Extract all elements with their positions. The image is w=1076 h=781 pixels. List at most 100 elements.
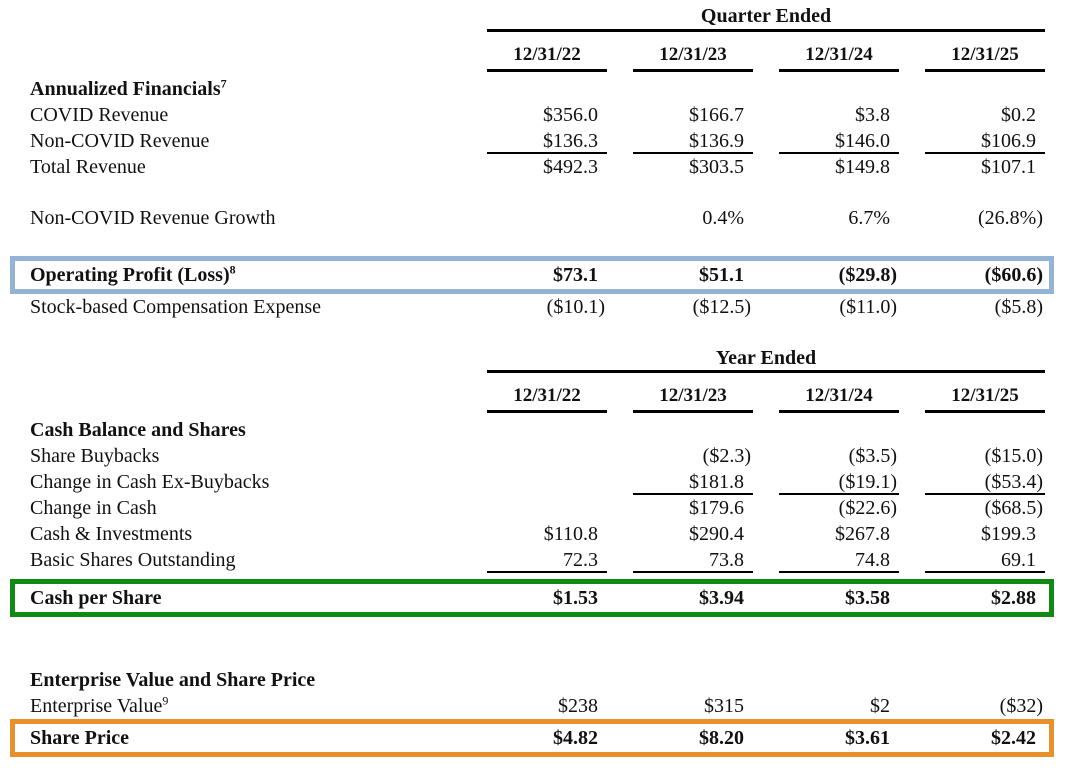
cell-value [779,76,899,102]
cell-value [925,667,1045,693]
cell-value: $2 [870,695,890,717]
cell-value: $3.94 [699,587,744,609]
row-label: Change in Cash Ex-Buybacks [30,471,270,493]
cell-value: 0.4% [702,207,744,229]
cell-value: ($3.5) [848,445,897,467]
table-row: Annualized Financials7 [30,76,1045,102]
column-header-spacer [30,40,461,72]
table-row: Enterprise Value and Share Price [30,667,1045,693]
table-row: Change in Cash Ex-Buybacks $181.8 ($19.1) (… [30,469,1045,495]
cell-value: $146.0 [779,128,899,154]
cell-value: $267.8 [835,523,890,545]
quarter-ended-table: Quarter Ended 12/31/22 12/31/23 12/31/24 12… [0,3,1076,320]
column-header-row: 12/31/22 12/31/23 12/31/24 12/31/25 [30,40,1045,72]
cell-value [779,667,899,693]
column-header: 12/31/24 [779,381,899,413]
row-label: Cash per Share [30,587,162,609]
table-row: Total Revenue $492.3 $303.5 $149.8 $107.1 [30,154,1045,180]
cell-value: (26.8%) [978,207,1043,229]
cell-value: ($11.0) [839,296,897,318]
cell-value: $3.61 [845,727,890,749]
cell-value: $51.1 [699,264,744,286]
cell-value: $290.4 [689,523,744,545]
cell-value [925,417,1045,443]
cell-value: 73.8 [633,547,753,573]
column-header: 12/31/22 [487,381,607,413]
spacer-row [0,231,1076,256]
cell-value: $106.9 [925,128,1045,154]
column-header: 12/31/25 [925,381,1045,413]
table-row: Cash Balance and Shares [30,417,1045,443]
row-label: Non-COVID Revenue Growth [30,207,276,229]
cell-value: $492.3 [543,156,598,178]
table-row: Enterprise Value9 $238 $315 $2 ($32) [30,693,1045,719]
cell-value [633,76,753,102]
row-label: Total Revenue [30,156,146,178]
cell-value [487,76,607,102]
row-label: Cash & Investments [30,523,193,545]
cell-value [487,443,607,469]
cell-value: ($10.1) [546,296,605,318]
table-row: Share Buybacks ($2.3) ($3.5) ($15.0) [30,443,1045,469]
cell-value: ($5.8) [994,296,1043,318]
cell-value [487,495,607,521]
cell-value [633,417,753,443]
row-label: Annualized Financials7 [30,76,227,100]
table-row: COVID Revenue $356.0 $166.7 $3.8 $0.2 [30,102,1045,128]
cell-value: $136.9 [633,128,753,154]
cell-value: $238 [558,695,598,717]
cell-value: $303.5 [689,156,744,178]
row-label: Change in Cash [30,497,157,519]
column-header-row: 12/31/22 12/31/23 12/31/24 12/31/25 [30,381,1045,413]
cell-value: $4.82 [553,727,598,749]
cell-value: ($68.5) [984,497,1043,519]
row-label: COVID Revenue [30,104,169,126]
table-rows: Enterprise Value and Share Price Enterpri… [0,667,1076,757]
cell-value: $2.88 [991,587,1036,609]
highlight-box-blue: Operating Profit (Loss)8 $73.1 $51.1 ($29.8… [10,256,1054,294]
cell-value [487,667,607,693]
column-header-spacer [30,381,461,413]
row-label: Stock-based Compensation Expense [30,296,322,318]
cell-value: 69.1 [925,547,1045,573]
quarter-ended-header: Quarter Ended [487,3,1045,32]
cell-value: $3.58 [845,587,890,609]
table-row: Change in Cash $179.6 ($22.6) ($68.5) [30,495,1045,521]
row-label: Enterprise Value and Share Price [30,669,316,691]
cell-value: ($19.1) [779,469,899,495]
cell-value: $0.2 [1001,104,1036,126]
cell-value: $315 [704,695,744,717]
row-label: Basic Shares Outstanding [30,549,236,571]
cell-value: 6.7% [848,207,890,229]
highlight-box-green: Cash per Share $1.53 $3.94 $3.58 $2.88 [10,579,1054,617]
cell-value: $107.1 [981,156,1036,178]
row-label: Operating Profit (Loss)8 [30,262,236,286]
spacer-row [0,180,1076,205]
cell-value: 72.3 [487,547,607,573]
footnote-ref: 9 [162,693,169,708]
column-header: 12/31/23 [633,40,753,72]
column-header: 12/31/23 [633,381,753,413]
cell-value: ($12.5) [692,296,751,318]
table-row: Non-COVID Revenue $136.3 $136.9 $146.0 $106.… [30,128,1045,154]
table-row: Basic Shares Outstanding 72.3 73.8 74.8 69.1 [30,547,1045,573]
cell-value [487,469,607,495]
cell-value: $8.20 [699,727,744,749]
row-label: Share Buybacks [30,445,160,467]
cell-value: ($15.0) [984,445,1043,467]
cell-value: $181.8 [633,469,753,495]
cell-value [925,76,1045,102]
table-row: Operating Profit (Loss)8 $73.1 $51.1 ($29.8… [30,261,1045,289]
cell-value: $2.42 [991,727,1036,749]
year-ended-header: Year Ended [487,346,1045,373]
table-row: Share Price $4.82 $8.20 $3.61 $2.42 [30,724,1045,752]
column-header: 12/31/25 [925,40,1045,72]
cell-value: $136.3 [487,128,607,154]
row-label: Cash Balance and Shares [30,419,246,441]
footnote-ref: 8 [229,262,236,277]
cell-value: ($53.4) [925,469,1045,495]
cell-value: $1.53 [553,587,598,609]
row-label: Share Price [30,727,130,749]
cell-value [487,417,607,443]
